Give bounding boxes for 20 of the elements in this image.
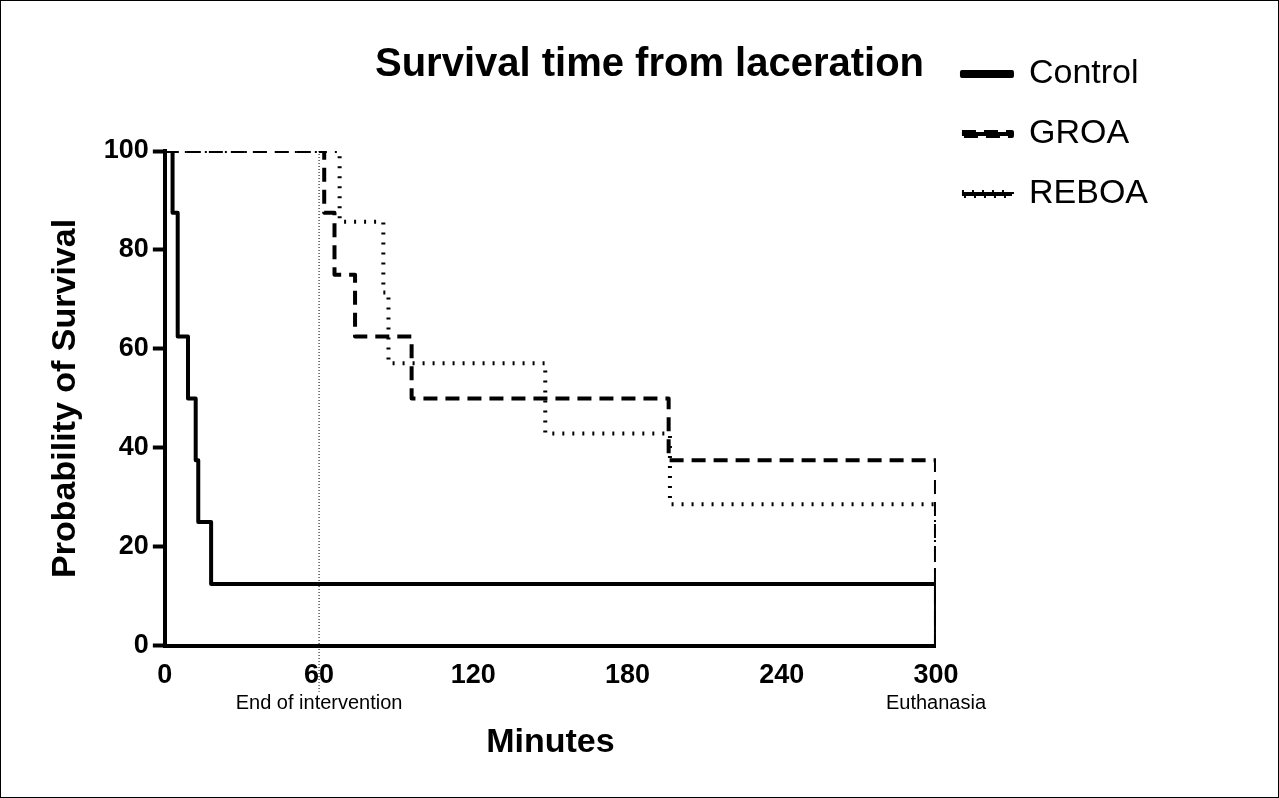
ref-line-label: End of intervention — [235, 691, 403, 714]
legend-label: GROA — [1028, 112, 1130, 151]
x-tick-label: 240 — [759, 659, 805, 690]
text: Euthanasia — [885, 691, 987, 714]
chart-title: Survival time from laceration — [374, 40, 925, 85]
x-tick-label: 180 — [604, 659, 651, 690]
y-tick-label: 20 — [118, 530, 149, 561]
legend-label: Control — [1028, 52, 1139, 91]
y-tick-label: 0 — [133, 629, 149, 660]
x-tick-label: 0 — [157, 659, 173, 690]
x-axis-title: Minutes — [486, 720, 615, 759]
legend-label: REBOA — [1028, 172, 1149, 211]
x-tick-label: 300 — [913, 659, 959, 690]
y-tick-label: 60 — [118, 332, 149, 363]
y-tick-label: 40 — [118, 431, 149, 462]
y-axis-title: Probability of Survival — [43, 218, 82, 578]
x-tick-label: 120 — [450, 659, 496, 690]
x-tick-label: 60 — [304, 659, 335, 690]
y-tick-label: 80 — [118, 233, 149, 264]
y-tick-label: 100 — [103, 134, 149, 165]
